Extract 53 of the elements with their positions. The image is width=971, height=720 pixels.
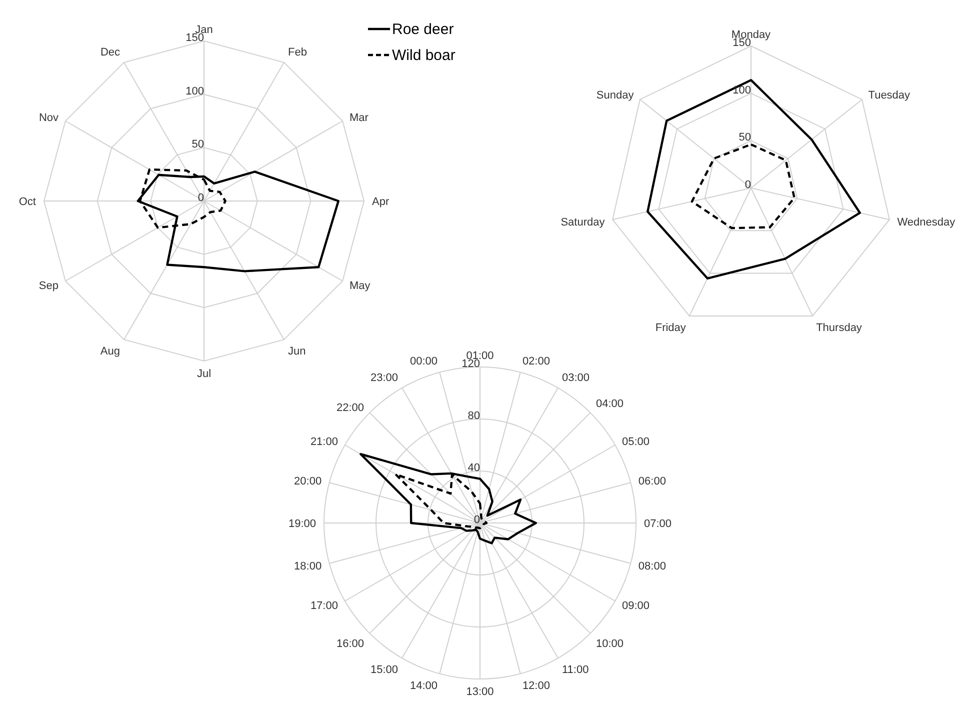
y-tick-label: 40 — [468, 462, 480, 474]
spoke-label: 18:00 — [294, 560, 322, 572]
spoke-label: Friday — [655, 322, 686, 334]
spoke-label: 06:00 — [638, 475, 666, 488]
y-tick-label: 150 — [186, 32, 204, 44]
y-tick-label: 100 — [732, 84, 751, 96]
spoke-label: 16:00 — [336, 638, 364, 650]
y-tick-label: 0 — [198, 192, 204, 204]
spoke-label: Oct — [18, 196, 36, 208]
spoke-label: 10:00 — [596, 638, 624, 650]
spoke-label: Wednesday — [897, 216, 956, 228]
spoke-label: Sep — [38, 280, 59, 292]
spoke-label: 19:00 — [288, 518, 316, 530]
spoke-label: Apr — [372, 196, 390, 208]
spoke-label: 08:00 — [638, 560, 666, 572]
y-tick-label: 120 — [462, 358, 480, 370]
spoke-label: 13:00 — [466, 686, 494, 698]
spoke-label: Tuesday — [868, 89, 911, 102]
y-tick-label: 0 — [744, 179, 751, 191]
spoke-label: Jun — [288, 345, 306, 358]
spoke-label: Sunday — [596, 89, 634, 102]
spoke-label: Dec — [100, 46, 120, 59]
spoke-label: 07:00 — [644, 518, 672, 530]
spoke-label: 02:00 — [522, 356, 550, 368]
spoke-label: Nov — [38, 112, 60, 124]
spoke-label: May — [349, 280, 371, 292]
spoke-label: 17:00 — [310, 600, 338, 612]
spoke-label: 15:00 — [370, 664, 398, 676]
spoke-label: 00:00 — [410, 356, 438, 368]
spoke-label: 23:00 — [370, 372, 398, 384]
y-tick-label: 0 — [474, 514, 480, 526]
spoke-label: 21:00 — [310, 436, 338, 448]
legend-label: Wild boar — [392, 46, 456, 64]
spoke-label: Jul — [196, 368, 212, 380]
legend-label: Roe deer — [392, 20, 454, 38]
spoke-label: 14:00 — [410, 680, 438, 692]
y-tick-label: 50 — [192, 138, 204, 151]
spoke-label: 04:00 — [596, 398, 624, 410]
spoke-label: 05:00 — [622, 436, 650, 448]
spoke-label: 22:00 — [336, 402, 364, 414]
y-tick-label: 80 — [468, 410, 480, 422]
spoke-label: 12:00 — [522, 680, 550, 692]
spoke-label: Thursday — [816, 322, 862, 334]
spoke-label: Mar — [349, 112, 369, 124]
spoke-label: 03:00 — [562, 372, 590, 384]
spoke-label: 09:00 — [622, 600, 650, 612]
spoke-label: Aug — [100, 345, 120, 358]
spoke-label: 20:00 — [294, 475, 322, 488]
spoke-label: Saturday — [560, 216, 606, 228]
spoke-label: Feb — [288, 46, 307, 59]
y-tick-label: 50 — [738, 132, 751, 144]
spoke-label: 11:00 — [562, 664, 589, 676]
y-tick-label: 100 — [186, 85, 204, 98]
